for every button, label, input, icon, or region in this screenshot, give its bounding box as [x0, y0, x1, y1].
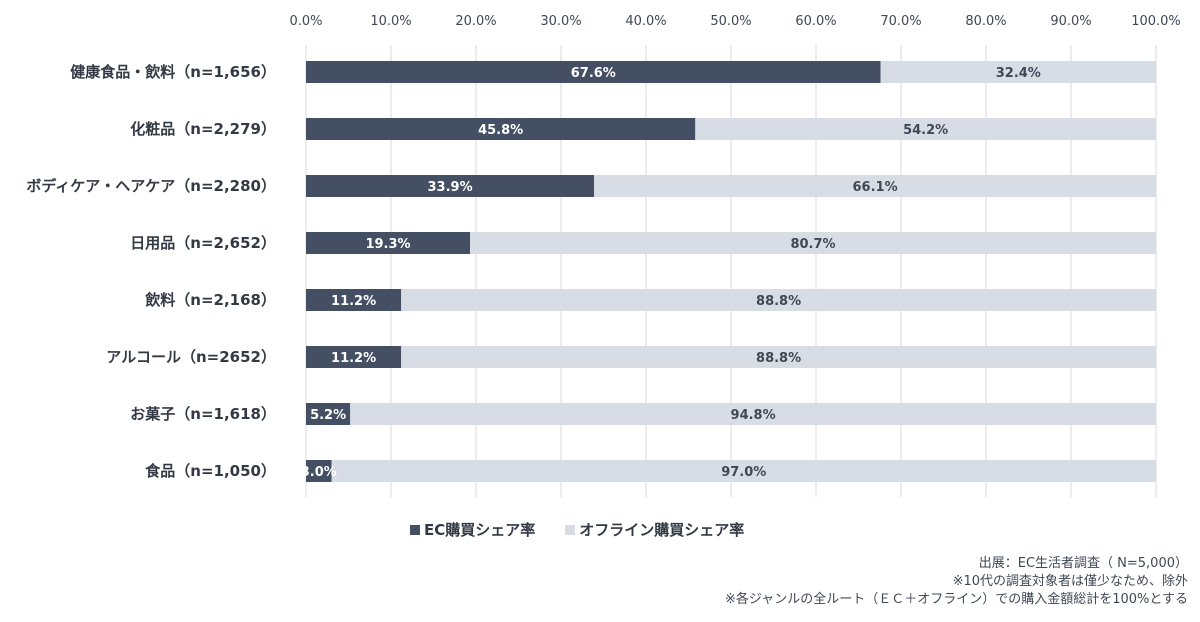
data-label-ec: 67.6%: [571, 66, 616, 81]
data-label-offline: 94.8%: [731, 408, 776, 423]
bar-ec: [306, 232, 471, 254]
data-label-ec: 19.3%: [365, 237, 410, 252]
bar-ec: [306, 118, 696, 140]
data-label-offline: 54.2%: [903, 123, 948, 138]
data-label-ec: 11.2%: [331, 294, 376, 309]
data-label-ec: 33.9%: [428, 180, 473, 195]
x-tick-label: 90.0%: [1050, 14, 1091, 29]
x-tick-label: 80.0%: [965, 14, 1006, 29]
bar-offline: [695, 118, 1156, 140]
x-tick-label: 0.0%: [289, 14, 322, 29]
category-label: 化粧品（n=2,279）: [130, 120, 276, 138]
data-label-ec: 11.2%: [331, 351, 376, 366]
bar-ec: [306, 61, 881, 83]
x-tick-label: 30.0%: [540, 14, 581, 29]
x-tick-label: 100.0%: [1131, 14, 1181, 29]
legend-label-offline: オフライン購買シェア率: [579, 521, 745, 539]
data-label-offline: 66.1%: [853, 180, 898, 195]
bar-offline: [350, 403, 1156, 425]
category-label: アルコール（n=2652）: [106, 348, 276, 366]
x-tick-label: 20.0%: [455, 14, 496, 29]
data-label-ec: 45.8%: [478, 123, 523, 138]
x-tick-label: 40.0%: [625, 14, 666, 29]
bar-offline: [401, 289, 1156, 311]
bar-ec: [306, 175, 595, 197]
category-label: 日用品（n=2,652）: [130, 234, 276, 252]
category-label: ボディケア・ヘアケア（n=2,280）: [26, 177, 276, 195]
data-label-offline: 32.4%: [996, 66, 1041, 81]
bar-ec: [306, 346, 402, 368]
bar-offline: [594, 175, 1156, 197]
bar-offline: [470, 232, 1156, 254]
data-label-offline: 80.7%: [790, 237, 835, 252]
x-tick-label: 10.0%: [370, 14, 411, 29]
data-label-ec: 5.2%: [310, 408, 346, 423]
category-label: お菓子（n=1,618）: [130, 405, 276, 423]
category-label: 健康食品・飲料（n=1,656）: [70, 63, 276, 81]
legend-item-ec: EC購買シェア率: [410, 519, 535, 540]
category-label: 飲料（n=2,168）: [144, 291, 276, 309]
bar-ec: [306, 403, 351, 425]
legend-label-ec: EC購買シェア率: [424, 521, 536, 539]
bar-offline: [880, 61, 1156, 83]
data-label-offline: 97.0%: [721, 465, 766, 480]
bar-offline: [401, 346, 1156, 368]
legend-swatch-offline: [565, 524, 576, 535]
stacked-bar-chart: 0.0% 10.0% 20.0% 30.0% 40.0% 50.0% 60.0% 70.0% 8…: [26, 14, 1181, 497]
data-label-ec: 3.0%: [301, 465, 337, 480]
footnotes: 出展：EC生活者調査（ N=5,000） ※10代の調査対象者は僅少なため、除外…: [725, 555, 1188, 609]
note-source: 出展：EC生活者調査（ N=5,000）: [978, 556, 1188, 571]
note-exclusion: ※10代の調査対象者は僅少なため、除外: [952, 574, 1188, 589]
legend: EC購買シェア率 オフライン購買シェア率: [410, 519, 744, 540]
bar-ec: [306, 289, 402, 311]
note-basis: ※各ジャンルの全ルート（ＥＣ＋オフライン）での購入金額総計を100%とする: [724, 592, 1188, 607]
x-tick-label: 50.0%: [710, 14, 751, 29]
data-label-offline: 88.8%: [756, 351, 801, 366]
legend-item-offline: オフライン購買シェア率: [565, 519, 744, 540]
data-label-offline: 88.8%: [756, 294, 801, 309]
x-tick-label: 70.0%: [880, 14, 921, 29]
legend-swatch-ec: [410, 524, 420, 535]
x-tick-label: 60.0%: [795, 14, 836, 29]
bar-ec: [306, 460, 332, 482]
bar-offline: [331, 460, 1156, 482]
category-label: 食品（n=1,050）: [145, 462, 276, 480]
